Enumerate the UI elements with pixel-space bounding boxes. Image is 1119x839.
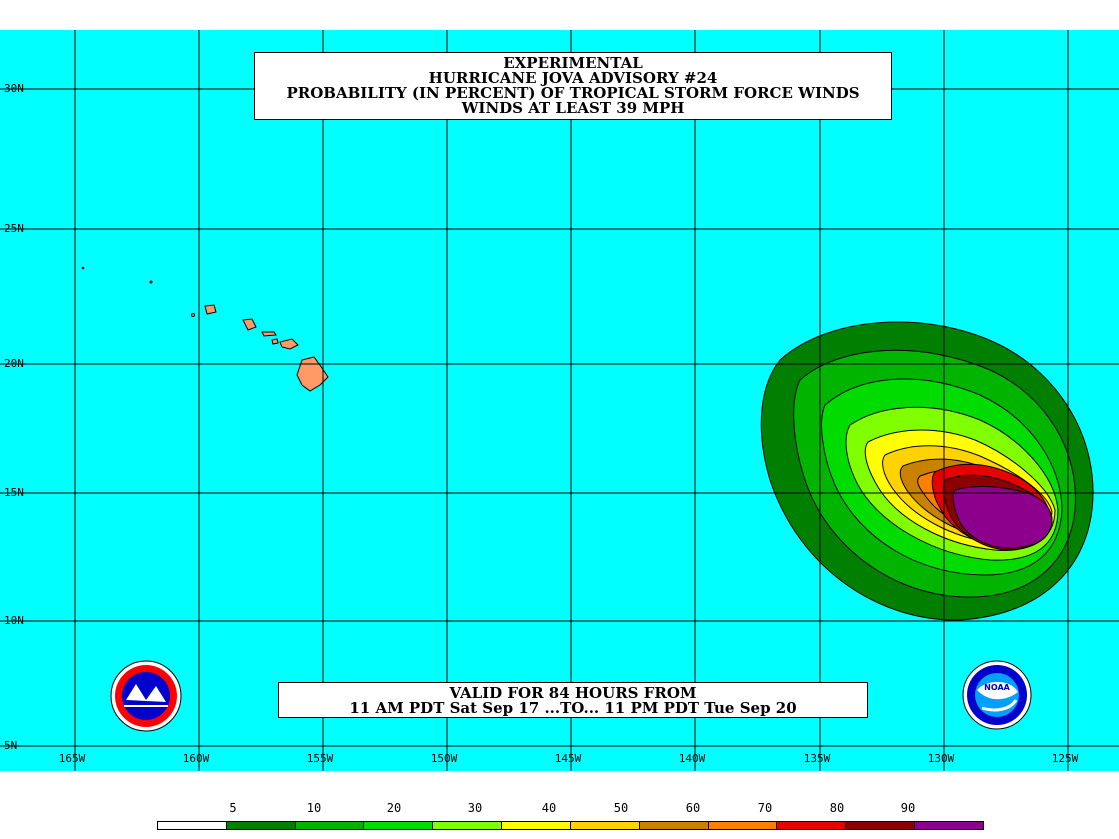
island-maui <box>279 338 299 350</box>
contour-max <box>952 486 1053 549</box>
title-line-3: PROBABILITY (IN PERCENT) OF TROPICAL STO… <box>286 84 860 102</box>
legend-swatch-3 <box>364 822 434 829</box>
title-line-4: WINDS AT LEAST 39 MPH <box>461 99 685 117</box>
legend-swatch-6 <box>570 822 640 829</box>
lon-label-140w: 140W <box>678 752 706 765</box>
lon-label-145w: 145W <box>554 752 582 765</box>
legend-swatch-7 <box>639 822 709 829</box>
legend-color-bar <box>157 821 984 830</box>
legend-swatch-10 <box>846 822 916 829</box>
legend-label-90: 90 <box>900 801 916 815</box>
legend-label-40: 40 <box>541 801 557 815</box>
svg-text:NOAA: NOAA <box>984 683 1010 692</box>
lat-label-15n: 15N <box>4 486 24 499</box>
noaa-logo: NOAA <box>962 660 1032 730</box>
island-niihau <box>191 313 195 317</box>
legend-swatch-8 <box>708 822 778 829</box>
legend-swatch-11 <box>915 822 983 829</box>
lon-label-150w: 150W <box>430 752 458 765</box>
legend-label-60: 60 <box>685 801 701 815</box>
island-lanai <box>271 338 279 345</box>
island-oahu <box>242 318 257 331</box>
title-line-2: HURRICANE JOVA ADVISORY #24 <box>428 69 718 87</box>
island-kauai <box>204 304 217 315</box>
legend-label-30: 30 <box>467 801 483 815</box>
lat-label-30n: 30N <box>4 82 24 95</box>
nws-logo <box>110 660 182 732</box>
legend-label-20: 20 <box>386 801 402 815</box>
lat-label-20n: 20N <box>4 357 24 370</box>
lon-label-155w: 155W <box>306 752 334 765</box>
island-necker <box>81 266 85 270</box>
lat-label-25n: 25N <box>4 222 24 235</box>
legend-swatch-1 <box>226 822 296 829</box>
legend-label-70: 70 <box>757 801 773 815</box>
lat-label-10n: 10N <box>4 614 24 627</box>
legend-swatch-5 <box>502 822 571 829</box>
valid-period-box: VALID FOR 84 HOURS FROM 11 AM PDT Sat Se… <box>278 682 868 718</box>
island-hawaii <box>296 356 329 392</box>
lon-label-130w: 130W <box>927 752 955 765</box>
valid-line-2: 11 AM PDT Sat Sep 17 ...TO... 11 PM PDT … <box>349 699 797 717</box>
legend-swatch-9 <box>777 822 847 829</box>
legend-label-10: 10 <box>306 801 322 815</box>
legend-swatch-2 <box>295 822 365 829</box>
legend-swatch-0 <box>158 822 227 829</box>
hawaiian-islands <box>81 266 329 392</box>
legend-label-80: 80 <box>829 801 845 815</box>
lat-label-5n: 5N <box>4 739 18 752</box>
title-line-1: EXPERIMENTAL <box>503 54 643 72</box>
lon-label-125w: 125W <box>1051 752 1079 765</box>
island-molokai <box>261 331 277 337</box>
lon-label-165w: 165W <box>58 752 86 765</box>
lon-label-135w: 135W <box>803 752 831 765</box>
legend-swatch-4 <box>433 822 503 829</box>
lon-label-160w: 160W <box>182 752 210 765</box>
legend-label-5: 5 <box>229 801 237 815</box>
map-title-box: EXPERIMENTAL HURRICANE JOVA ADVISORY #24… <box>254 52 892 120</box>
valid-line-1: VALID FOR 84 HOURS FROM <box>449 684 697 702</box>
island-nihoa <box>149 280 153 284</box>
probability-contours <box>760 321 1094 621</box>
legend-label-50: 50 <box>613 801 629 815</box>
